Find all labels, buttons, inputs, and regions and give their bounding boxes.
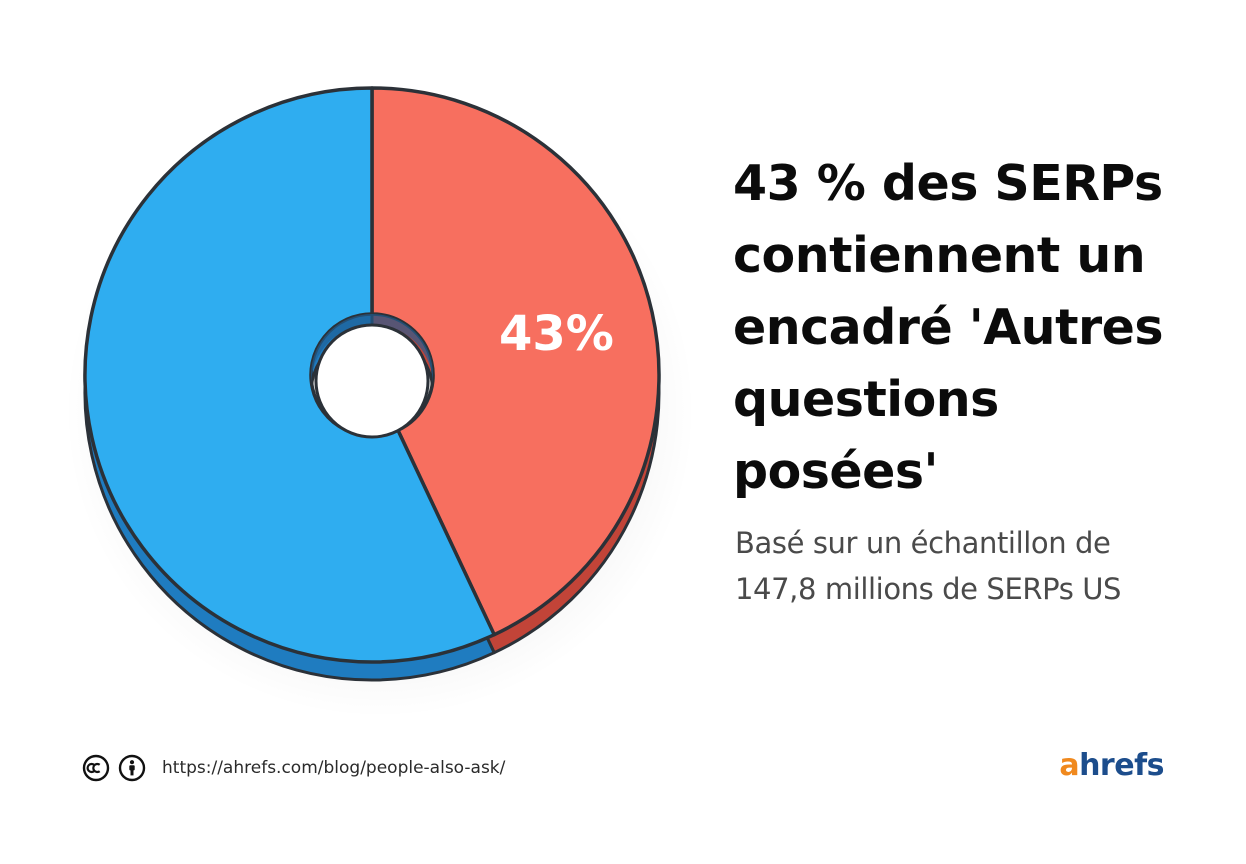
headline: 43 % des SERPs contiennent un encadré 'A… [733, 155, 1164, 500]
donut-hole [314, 323, 430, 439]
attribution-icon [118, 754, 146, 782]
logo-letter-a: a [1059, 748, 1080, 783]
footer: https://ahrefs.com/blog/people-also-ask/ [82, 752, 505, 784]
ahrefs-logo: ahrefs [1059, 748, 1164, 783]
logo-text: hrefs [1079, 748, 1164, 783]
hole-inner-wall [311, 314, 433, 385]
donut-chart-svg: 43% [65, 86, 695, 718]
slice-label-0: 43% [499, 306, 614, 362]
slice-1 [83, 86, 496, 664]
source-link[interactable]: https://ahrefs.com/blog/people-also-ask/ [162, 758, 506, 778]
donut-chart: 43% [0, 0, 700, 740]
creative-commons-icon [82, 754, 110, 782]
subtitle: Basé sur un échantillon de 147,8 million… [735, 526, 1122, 606]
